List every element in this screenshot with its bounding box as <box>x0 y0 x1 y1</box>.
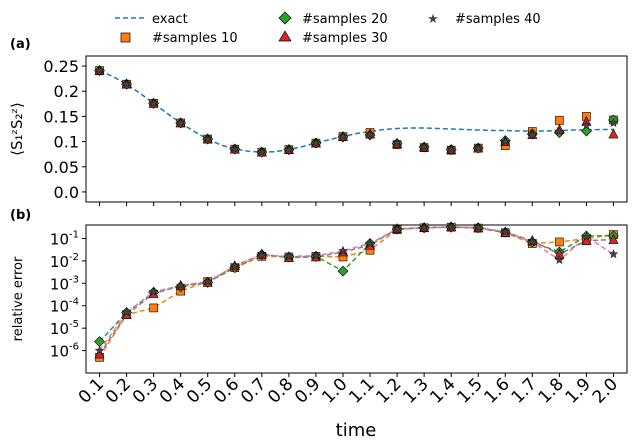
legend-samples-20-label: #samples 20 <box>302 12 388 27</box>
panel-a-point-star <box>229 144 240 154</box>
panel-a-y-ticks: 0.0 0.05 0.1 0.15 0.2 0.25 <box>43 57 86 202</box>
panel-a-y-tick-label: 0.15 <box>43 107 79 126</box>
panel-a-point-star <box>473 143 484 153</box>
legend-star-marker: ★ <box>427 12 439 27</box>
legend-samples-10-label: #samples 10 <box>152 31 238 46</box>
panel-b-y-tick-label: 10-4 <box>50 297 79 316</box>
panel-label-a: (a) <box>10 37 31 52</box>
legend-samples-30-label: #samples 30 <box>302 31 388 46</box>
panel-a-y-axis-label: ⟨S₁ᶻS₂ᶻ⟩ <box>8 102 26 156</box>
panel-a-point-star <box>392 138 402 148</box>
legend-entry-samples-40: ★ #samples 40 <box>427 12 540 27</box>
panel-a-point-star <box>284 144 294 154</box>
panel-b-point-star <box>175 280 186 290</box>
panel-label-b: (b) <box>10 208 31 223</box>
panel-a-point-star <box>148 98 159 108</box>
legend-entry-samples-30: #samples 30 <box>278 30 388 46</box>
panel-a-plot: 0.0 0.05 0.1 0.15 0.2 0.25 ⟨S₁ᶻS₂ᶻ⟩ <box>8 55 628 203</box>
panel-a-point-star <box>500 136 511 146</box>
legend-entry-samples-20: #samples 20 <box>278 11 388 27</box>
panel-a-point-star <box>446 144 456 154</box>
panel-a-point-star <box>608 117 619 128</box>
panel-b-y-ticks: 10-6 10-5 10-4 10-3 10-2 10-1 <box>50 229 86 361</box>
panel-a-y-tick-label: 0.05 <box>43 158 79 177</box>
panel-a-y-tick-label: 0.25 <box>43 57 79 76</box>
panel-a-point-star <box>202 134 213 144</box>
panel-b-point-star <box>473 222 484 232</box>
panel-b-point-star <box>311 250 321 260</box>
panel-b-point-star <box>608 249 619 259</box>
panel-b-y-axis-label: relative error <box>11 256 26 341</box>
panel-b-point-star <box>148 286 159 296</box>
panel-a-point-star <box>257 147 267 157</box>
panel-b-point-star <box>365 238 375 248</box>
panel-a-point-star <box>365 129 375 139</box>
panel-a-point-star <box>338 131 348 141</box>
panel-a-markers <box>94 64 619 158</box>
panel-b-y-tick-label: 10-5 <box>50 319 79 338</box>
panel-b-point-triangle <box>608 233 619 244</box>
panel-a-point-star <box>419 142 429 152</box>
panel-b-point-star <box>527 236 538 247</box>
panel-a-exact-curve <box>99 69 614 153</box>
panel-b-point-star <box>94 345 105 355</box>
panel-b-point-star <box>419 222 429 232</box>
legend-entry-samples-10: #samples 10 <box>120 31 238 46</box>
panel-b-y-tick-label: 10-2 <box>50 252 79 271</box>
legend-samples-40-label: #samples 40 <box>455 12 541 27</box>
panel-a-point-star <box>311 138 321 148</box>
panel-b-point-star <box>581 231 592 241</box>
legend-square-marker <box>120 32 131 43</box>
panel-a-point-star <box>554 126 565 136</box>
panel-b-point-square <box>149 303 158 313</box>
legend-triangle-marker <box>278 30 292 42</box>
panel-b-plot: 10-6 10-5 10-4 10-3 10-2 10-1 relative error <box>11 221 628 374</box>
panel-b-y-tick-label: 10-1 <box>50 229 79 248</box>
panel-a-point-star <box>175 117 186 128</box>
panel-a-point-star <box>581 120 592 130</box>
panel-a-y-tick-label: 0.0 <box>54 183 79 202</box>
panel-b-y-tick-label: 10-3 <box>50 274 79 293</box>
panel-b-point-star <box>284 251 294 261</box>
panel-a-frame <box>85 55 628 203</box>
panel-b-point-star <box>500 226 511 236</box>
legend: exact #samples 20 ★ #samples 40 #samples… <box>115 11 541 46</box>
panel-a-point-triangle <box>608 128 619 139</box>
x-tick-label: 2.0 <box>589 374 622 407</box>
panel-b-point-star <box>202 276 213 286</box>
panel-b-point-star <box>446 221 456 231</box>
panel-a-y-tick-label: 0.1 <box>54 133 79 152</box>
panel-b-point-diamond <box>337 265 349 277</box>
panel-b-point-star <box>229 260 240 270</box>
panel-a-point-star <box>121 79 132 89</box>
panel-b-point-star <box>257 250 267 260</box>
panel-b-point-star <box>121 307 132 317</box>
panel-a-point-star <box>94 65 105 75</box>
panel-a-point-star <box>527 129 538 140</box>
panel-b-point-square <box>555 237 564 247</box>
panel-b-point-star <box>338 245 348 255</box>
legend-diamond-marker <box>278 11 292 25</box>
panel-a-y-tick-label: 0.2 <box>54 82 79 101</box>
panel-a-point-square <box>555 116 564 125</box>
panel-b-markers <box>94 221 619 362</box>
panel-b-frame <box>85 224 628 374</box>
panel-b-y-tick-label: 10-6 <box>50 342 79 361</box>
legend-entry-exact: exact <box>115 12 188 27</box>
exact-curve-line <box>99 69 614 153</box>
legend-exact-label: exact <box>152 12 188 27</box>
x-axis-label: time <box>336 420 377 441</box>
panel-b-point-star <box>392 224 402 234</box>
panel-b-point-star <box>554 254 565 265</box>
panel-b-error-line <box>98 226 614 352</box>
